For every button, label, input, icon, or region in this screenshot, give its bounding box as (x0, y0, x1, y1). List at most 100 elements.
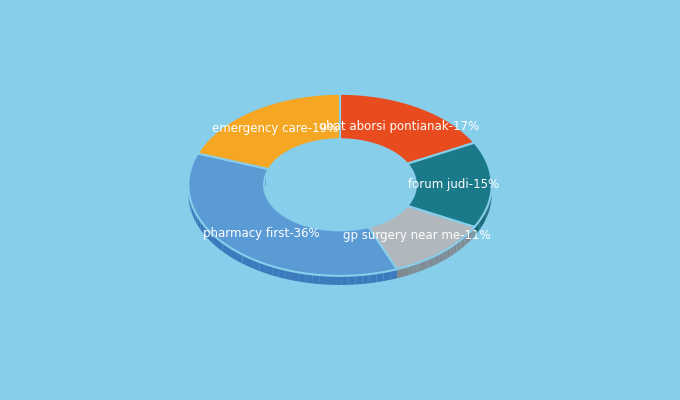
Polygon shape (420, 261, 422, 271)
Polygon shape (393, 217, 394, 226)
Polygon shape (341, 276, 348, 285)
Polygon shape (362, 228, 365, 238)
Polygon shape (380, 223, 381, 232)
Text: gp surgery near me-11%: gp surgery near me-11% (343, 229, 490, 242)
Polygon shape (306, 274, 313, 284)
Polygon shape (392, 217, 393, 227)
Polygon shape (275, 208, 277, 219)
Polygon shape (266, 264, 272, 275)
Polygon shape (370, 273, 377, 283)
Polygon shape (344, 230, 347, 239)
Polygon shape (337, 230, 341, 240)
Polygon shape (330, 230, 333, 239)
Polygon shape (303, 224, 306, 235)
Polygon shape (459, 240, 460, 250)
Polygon shape (189, 196, 190, 209)
Polygon shape (269, 201, 270, 212)
Polygon shape (316, 228, 320, 238)
Polygon shape (398, 214, 399, 223)
Polygon shape (401, 268, 403, 277)
Polygon shape (347, 230, 352, 239)
Polygon shape (279, 212, 282, 223)
Polygon shape (390, 269, 397, 280)
Polygon shape (326, 230, 330, 239)
Polygon shape (432, 256, 435, 266)
Polygon shape (397, 269, 399, 278)
Polygon shape (288, 218, 291, 229)
Polygon shape (201, 220, 203, 233)
Polygon shape (291, 220, 294, 230)
Polygon shape (388, 220, 389, 229)
Polygon shape (188, 153, 397, 276)
Polygon shape (473, 227, 475, 237)
Polygon shape (267, 196, 268, 208)
Polygon shape (396, 214, 398, 224)
Polygon shape (405, 266, 407, 276)
Polygon shape (333, 230, 337, 240)
Polygon shape (382, 222, 383, 232)
Polygon shape (438, 254, 439, 264)
Polygon shape (340, 94, 475, 164)
Polygon shape (248, 257, 254, 269)
Polygon shape (210, 232, 214, 244)
Polygon shape (254, 260, 260, 271)
Polygon shape (300, 224, 303, 234)
Polygon shape (469, 232, 471, 242)
Polygon shape (222, 242, 227, 255)
Polygon shape (436, 254, 438, 264)
Polygon shape (409, 265, 411, 275)
Polygon shape (482, 216, 483, 226)
Polygon shape (214, 236, 218, 248)
Polygon shape (242, 254, 248, 266)
Polygon shape (375, 225, 376, 234)
Polygon shape (484, 212, 485, 223)
Polygon shape (327, 276, 334, 285)
Polygon shape (320, 275, 327, 285)
Polygon shape (227, 246, 232, 258)
Polygon shape (268, 198, 269, 210)
Polygon shape (445, 250, 446, 260)
Polygon shape (237, 252, 242, 264)
Polygon shape (426, 259, 428, 269)
Polygon shape (485, 210, 486, 221)
Polygon shape (431, 257, 432, 267)
Polygon shape (443, 251, 445, 261)
Polygon shape (270, 202, 271, 214)
Polygon shape (348, 275, 356, 285)
Polygon shape (190, 200, 192, 213)
Polygon shape (454, 244, 455, 254)
Polygon shape (369, 226, 371, 236)
Text: forum judi-15%: forum judi-15% (408, 178, 499, 191)
Polygon shape (299, 272, 306, 283)
Polygon shape (385, 221, 386, 231)
Polygon shape (449, 247, 451, 257)
Polygon shape (192, 204, 193, 217)
Polygon shape (376, 224, 377, 234)
Polygon shape (479, 219, 481, 230)
Polygon shape (384, 222, 385, 231)
Polygon shape (198, 94, 340, 169)
Polygon shape (218, 239, 222, 252)
Polygon shape (447, 248, 449, 258)
Polygon shape (207, 228, 210, 241)
Polygon shape (313, 227, 316, 237)
Polygon shape (320, 229, 323, 238)
Polygon shape (279, 268, 286, 279)
Polygon shape (476, 224, 477, 234)
Text: pharmacy first-36%: pharmacy first-36% (203, 227, 319, 240)
Polygon shape (403, 267, 405, 277)
Polygon shape (334, 276, 341, 285)
Polygon shape (386, 220, 387, 230)
Polygon shape (435, 255, 436, 265)
Polygon shape (373, 225, 375, 235)
Polygon shape (413, 264, 415, 274)
Polygon shape (377, 272, 384, 282)
Polygon shape (313, 274, 320, 284)
Polygon shape (387, 220, 388, 230)
Polygon shape (362, 274, 370, 284)
Polygon shape (355, 229, 358, 238)
Polygon shape (286, 217, 288, 227)
Polygon shape (371, 226, 373, 235)
Polygon shape (309, 226, 313, 236)
Polygon shape (487, 205, 488, 216)
